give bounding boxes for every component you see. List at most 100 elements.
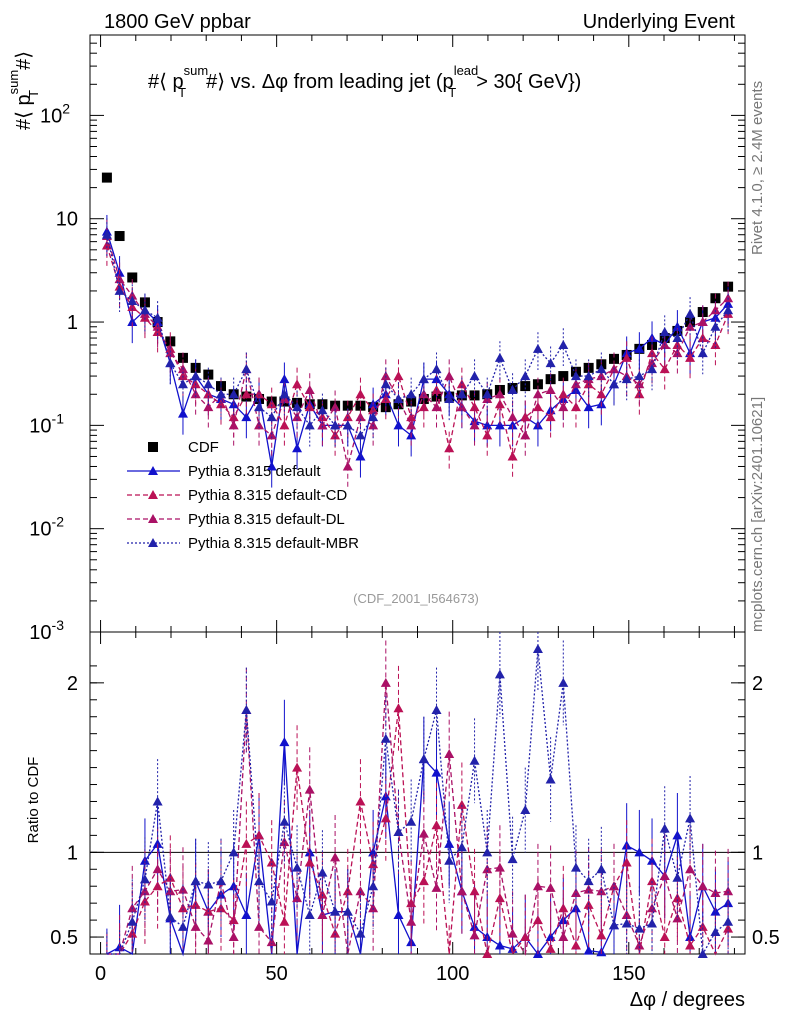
data-point <box>190 371 201 381</box>
legend-entry: CDF <box>148 439 219 456</box>
data-point <box>292 379 303 389</box>
ratio-point <box>583 945 594 955</box>
legend-marker <box>148 514 158 523</box>
data-point <box>532 343 543 353</box>
legend-label: Pythia 8.315 default-CD <box>188 487 347 504</box>
ratio-point <box>418 754 429 764</box>
ratio-point <box>532 881 543 891</box>
ratio-point <box>570 887 581 897</box>
data-point <box>127 272 138 283</box>
data-point <box>444 443 455 453</box>
ratio-point <box>685 813 696 823</box>
x-tick-label: 150 <box>612 963 645 985</box>
data-point <box>418 374 429 384</box>
ratio-point <box>368 881 379 891</box>
ratio-point <box>266 937 277 947</box>
data-point <box>621 352 632 362</box>
data-point <box>634 371 645 381</box>
header-right: Underlying Event <box>583 11 736 33</box>
ratio-point <box>152 864 163 874</box>
ratio-series <box>106 632 734 958</box>
data-point <box>609 353 619 364</box>
ratio-point <box>659 823 670 833</box>
ratio-point <box>355 796 366 806</box>
data-point <box>114 231 125 242</box>
data-point <box>203 402 214 412</box>
data-point <box>685 352 696 362</box>
ratio-point <box>596 864 607 874</box>
data-point <box>266 461 277 471</box>
data-point <box>203 379 214 389</box>
ratio-series-3 <box>106 632 734 958</box>
ratio-point <box>647 903 658 913</box>
y-tick-label: 10 <box>56 209 78 231</box>
ratio-point <box>279 916 290 926</box>
data-point <box>355 430 366 440</box>
data-point <box>279 420 290 430</box>
data-point <box>596 364 607 374</box>
data-point <box>266 399 277 409</box>
data-point <box>469 402 480 412</box>
ratio-point <box>292 762 303 772</box>
data-point <box>545 412 556 422</box>
ratio-point <box>431 704 442 714</box>
ratio-point <box>228 932 239 942</box>
data-point <box>723 305 734 315</box>
ratio-point <box>507 854 518 864</box>
ratio-point <box>621 857 632 867</box>
data-point <box>393 371 404 381</box>
ratio-point <box>266 857 277 867</box>
ratio-point <box>545 943 556 953</box>
ratio-point <box>558 932 569 942</box>
legend-label: Pythia 8.315 default <box>188 463 321 480</box>
ratio-point <box>203 935 214 945</box>
data-point <box>494 420 505 430</box>
ratio-point <box>494 862 505 872</box>
ratio-point <box>355 928 366 938</box>
data-point <box>532 389 543 399</box>
data-point <box>254 420 265 430</box>
ratio-point <box>203 879 214 889</box>
data-point <box>444 393 455 403</box>
y-tick-label: 10-2 <box>29 514 64 541</box>
data-point <box>330 420 341 430</box>
ratio-point <box>380 677 391 687</box>
ratio-point <box>317 867 328 877</box>
data-point <box>114 285 125 295</box>
data-point <box>583 402 594 412</box>
ratio-point <box>393 826 404 836</box>
ratio-point <box>279 816 290 826</box>
data-point <box>165 348 176 358</box>
ratio-point <box>406 916 417 926</box>
ratio-point <box>330 852 341 862</box>
ratio-point <box>596 930 607 940</box>
data-point <box>380 379 391 389</box>
data-point <box>342 412 353 422</box>
data-point <box>228 420 239 430</box>
ratio-point <box>558 903 569 913</box>
ratio-point <box>190 921 201 931</box>
ratio-point <box>380 813 391 823</box>
data-point <box>406 420 417 430</box>
ratio-line <box>106 682 729 956</box>
ratio-point <box>685 940 696 950</box>
legend-label: Pythia 8.315 default-DL <box>188 511 345 528</box>
data-point <box>494 352 505 362</box>
ratio-point <box>697 881 708 891</box>
ratio-point <box>621 918 632 928</box>
data-point <box>292 402 303 412</box>
data-point <box>697 348 708 358</box>
ratio-point <box>672 893 683 903</box>
data-point <box>418 402 429 412</box>
legend-label: CDF <box>188 439 219 456</box>
data-point <box>393 393 404 403</box>
x-axis-label: Δφ / degrees <box>630 989 745 1011</box>
data-point <box>710 339 721 349</box>
data-point <box>545 358 556 368</box>
ratio-point <box>583 876 594 886</box>
ratio-point <box>456 799 467 809</box>
data-point <box>304 384 315 394</box>
ratio-point <box>241 704 252 714</box>
data-point <box>190 389 201 399</box>
